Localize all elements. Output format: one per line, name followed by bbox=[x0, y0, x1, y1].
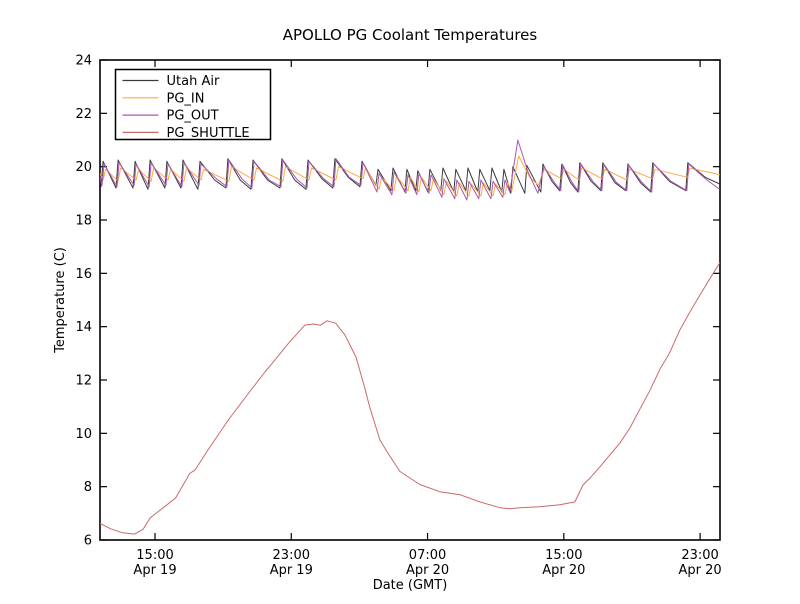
x-tick-label-time: 15:00 bbox=[545, 548, 582, 563]
x-axis-label: Date (GMT) bbox=[373, 578, 448, 593]
x-tick-label-time: 07:00 bbox=[409, 548, 446, 563]
y-tick-label: 10 bbox=[75, 427, 92, 442]
y-tick-label: 16 bbox=[75, 267, 92, 282]
series-group bbox=[100, 139, 720, 535]
x-tick-label-date: Apr 20 bbox=[542, 563, 585, 578]
y-tick-label: 20 bbox=[75, 160, 92, 175]
legend-item-label: PG_SHUTTLE bbox=[167, 126, 250, 141]
chart-title: APOLLO PG Coolant Temperatures bbox=[283, 26, 538, 44]
y-axis-label: Temperature (C) bbox=[53, 247, 68, 354]
x-tick-label-date: Apr 20 bbox=[406, 563, 449, 578]
series-line-utah-air bbox=[100, 158, 720, 194]
y-tick-label: 22 bbox=[75, 107, 92, 122]
series-line-pg-out bbox=[100, 139, 720, 201]
legend-item-label: PG_OUT bbox=[167, 109, 219, 124]
y-tick-label: 8 bbox=[84, 480, 92, 495]
x-tick-label-date: Apr 19 bbox=[270, 563, 313, 578]
x-tick-label-time: 15:00 bbox=[136, 548, 173, 563]
x-tick-label-date: Apr 19 bbox=[133, 563, 176, 578]
y-tick-label: 18 bbox=[75, 214, 92, 229]
x-tick-label-date: Apr 20 bbox=[678, 563, 721, 578]
x-tick-label-time: 23:00 bbox=[273, 548, 310, 563]
legend-item-label: Utah Air bbox=[167, 74, 220, 89]
y-tick-label: 14 bbox=[75, 320, 92, 335]
legend-box bbox=[114, 68, 272, 141]
y-tick-label: 24 bbox=[75, 54, 92, 69]
series-line-pg-in bbox=[100, 155, 720, 197]
y-tick-label: 6 bbox=[84, 534, 92, 549]
x-tick-label-time: 23:00 bbox=[681, 548, 718, 563]
series-line-pg-shuttle bbox=[100, 262, 720, 535]
plot-frame bbox=[99, 59, 721, 541]
legend-item-label: PG_IN bbox=[167, 91, 205, 106]
y-tick-label: 12 bbox=[75, 374, 92, 389]
